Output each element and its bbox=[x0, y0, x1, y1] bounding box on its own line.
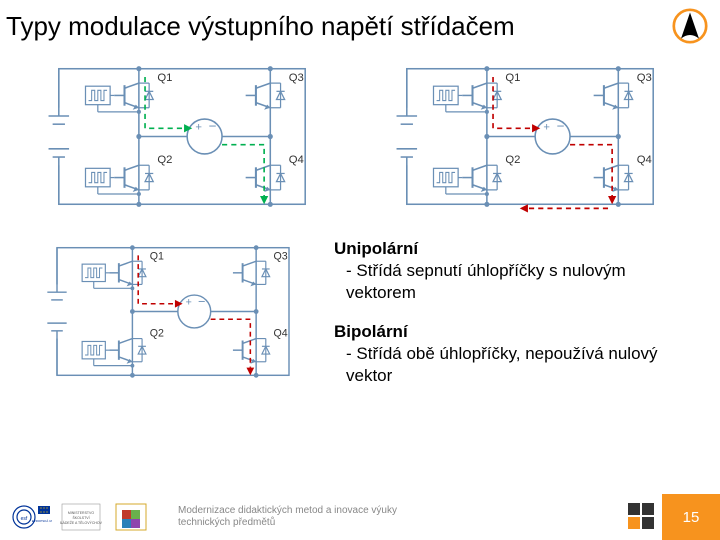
header: Typy modulace výstupního napětí střídače… bbox=[0, 0, 720, 50]
svg-text:+: + bbox=[186, 297, 192, 309]
svg-text:+: + bbox=[543, 121, 550, 133]
circuit-diagram-3: Q1 Q3 Q2 Q4 +− bbox=[28, 234, 318, 405]
svg-text:esf: esf bbox=[21, 516, 28, 522]
unipolar-body: - Střídá sepnutí úhlopříčky s nulovým ve… bbox=[334, 260, 692, 304]
footer-line2: technických předmětů bbox=[178, 517, 397, 529]
svg-text:−: − bbox=[209, 118, 217, 133]
svg-text:Q1: Q1 bbox=[150, 250, 164, 262]
svg-text:Q3: Q3 bbox=[274, 250, 288, 262]
text-column: Unipolární - Střídá sepnutí úhlopříčky s… bbox=[334, 234, 710, 405]
footer-logos: esf EVROPSKÁ UNIE MINISTERSTVO ŠKOLSTVÍ … bbox=[0, 500, 152, 534]
svg-text:−: − bbox=[557, 118, 565, 133]
svg-text:Q2: Q2 bbox=[505, 154, 520, 166]
brand-logo-icon bbox=[628, 503, 656, 531]
top-logo-icon bbox=[672, 8, 708, 44]
op-logo-icon bbox=[110, 500, 152, 534]
bipolar-body: - Střídá obě úhlopříčky, nepoužívá nulov… bbox=[334, 343, 692, 387]
unipolar-heading: Unipolární bbox=[334, 238, 692, 260]
circuit-diagram-2: Q1 Q3 Q2 Q4 +− bbox=[376, 54, 684, 224]
footer: esf EVROPSKÁ UNIE MINISTERSTVO ŠKOLSTVÍ … bbox=[0, 494, 720, 540]
bipolar-heading: Bipolární bbox=[334, 321, 692, 343]
svg-text:MLÁDEŽE A TĚLOVÝCHOVY: MLÁDEŽE A TĚLOVÝCHOVY bbox=[60, 520, 102, 525]
unipolar-block: Unipolární - Střídá sepnutí úhlopříčky s… bbox=[334, 238, 692, 303]
footer-text: Modernizace didaktických metod a inovace… bbox=[178, 505, 397, 529]
svg-text:MINISTERSTVO: MINISTERSTVO bbox=[68, 511, 95, 515]
page-number: 15 bbox=[662, 494, 720, 540]
diagrams-top-row: Q1Q3Q2Q4+− Q1Q3Q2Q4+− bbox=[0, 50, 720, 228]
bipolar-block: Bipolární - Střídá obě úhlopříčky, nepou… bbox=[334, 321, 692, 386]
svg-text:Q2: Q2 bbox=[150, 328, 164, 340]
svg-text:+: + bbox=[195, 121, 202, 133]
page-title: Typy modulace výstupního napětí střídače… bbox=[6, 11, 515, 42]
svg-text:Q1: Q1 bbox=[157, 72, 172, 84]
svg-text:EVROPSKÁ UNIE: EVROPSKÁ UNIE bbox=[32, 519, 52, 523]
circuit-diagram-1: Q1 Q3 Q2 Q4 +− bbox=[28, 54, 336, 224]
footer-line1: Modernizace didaktických metod a inovace… bbox=[178, 505, 397, 517]
svg-text:Q3: Q3 bbox=[289, 72, 304, 84]
svg-text:Q4: Q4 bbox=[637, 154, 652, 166]
svg-text:Q1: Q1 bbox=[505, 72, 520, 84]
esf-logo-icon: esf EVROPSKÁ UNIE bbox=[10, 500, 52, 534]
svg-text:Q2: Q2 bbox=[157, 154, 172, 166]
svg-text:Q4: Q4 bbox=[289, 154, 304, 166]
svg-text:Q3: Q3 bbox=[637, 72, 652, 84]
bottom-row: Q1 Q3 Q2 Q4 +− Unipolární - Střídá sepnutí ú… bbox=[0, 228, 720, 405]
footer-right: 15 bbox=[628, 494, 720, 540]
svg-text:−: − bbox=[198, 295, 205, 309]
svg-text:ŠKOLSTVÍ: ŠKOLSTVÍ bbox=[72, 515, 89, 520]
svg-text:Q4: Q4 bbox=[274, 328, 288, 340]
ministry-logo-icon: MINISTERSTVO ŠKOLSTVÍ MLÁDEŽE A TĚLOVÝCH… bbox=[60, 500, 102, 534]
